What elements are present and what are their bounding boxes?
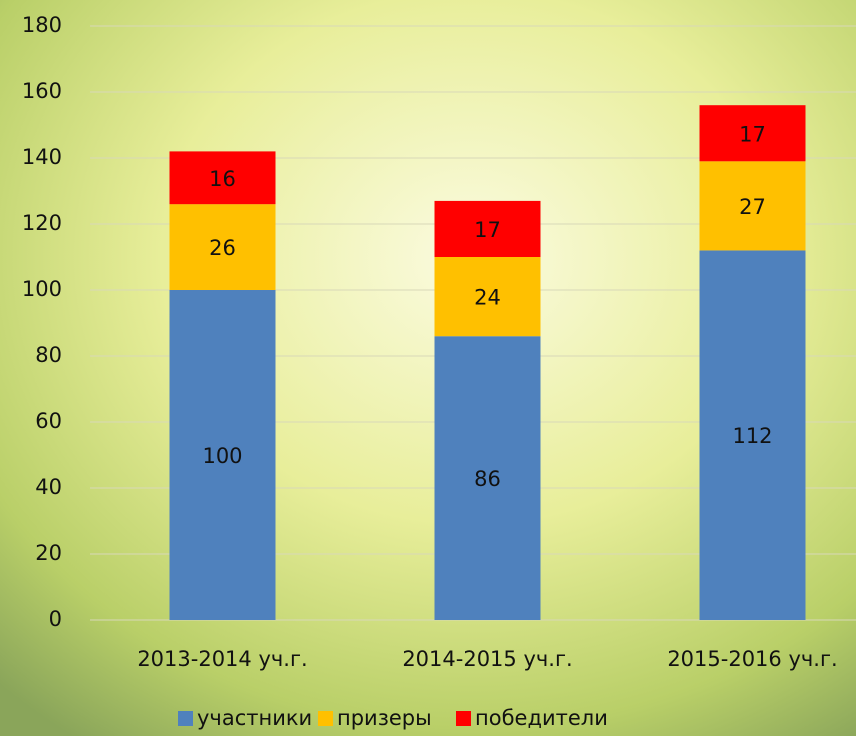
y-tick-label: 180 — [22, 13, 62, 37]
chart: 0 20 40 60 80 100 120 140 160 180 2013-2014 уч.г. 1… — [0, 0, 856, 736]
data-label: 86 — [474, 467, 501, 491]
legend-swatch — [456, 711, 471, 726]
legend-label: призеры — [337, 706, 432, 730]
y-tick-label: 40 — [35, 475, 62, 499]
y-tick-label: 160 — [22, 79, 62, 103]
legend-label: участники — [197, 706, 312, 730]
data-label: 24 — [474, 286, 501, 310]
y-tick-label: 100 — [22, 277, 62, 301]
x-tick-label: 2013-2014 уч.г. — [137, 647, 307, 671]
data-label: 27 — [739, 195, 766, 219]
data-label: 26 — [209, 236, 236, 260]
y-tick-label: 60 — [35, 409, 62, 433]
data-label: 100 — [202, 444, 242, 468]
legend-swatch — [318, 711, 333, 726]
x-tick-label: 2015-2016 уч.г. — [667, 647, 837, 671]
y-tick-label: 140 — [22, 145, 62, 169]
legend-swatch — [178, 711, 193, 726]
legend-label: победители — [475, 706, 608, 730]
y-tick-label: 80 — [35, 343, 62, 367]
x-tick-label: 2014-2015 уч.г. — [402, 647, 572, 671]
data-label: 17 — [739, 122, 766, 146]
y-tick-label: 120 — [22, 211, 62, 235]
data-label: 112 — [732, 424, 772, 448]
y-tick-label: 20 — [35, 541, 62, 565]
data-label: 16 — [209, 167, 236, 191]
data-label: 17 — [474, 218, 501, 242]
y-tick-label: 0 — [49, 607, 62, 631]
